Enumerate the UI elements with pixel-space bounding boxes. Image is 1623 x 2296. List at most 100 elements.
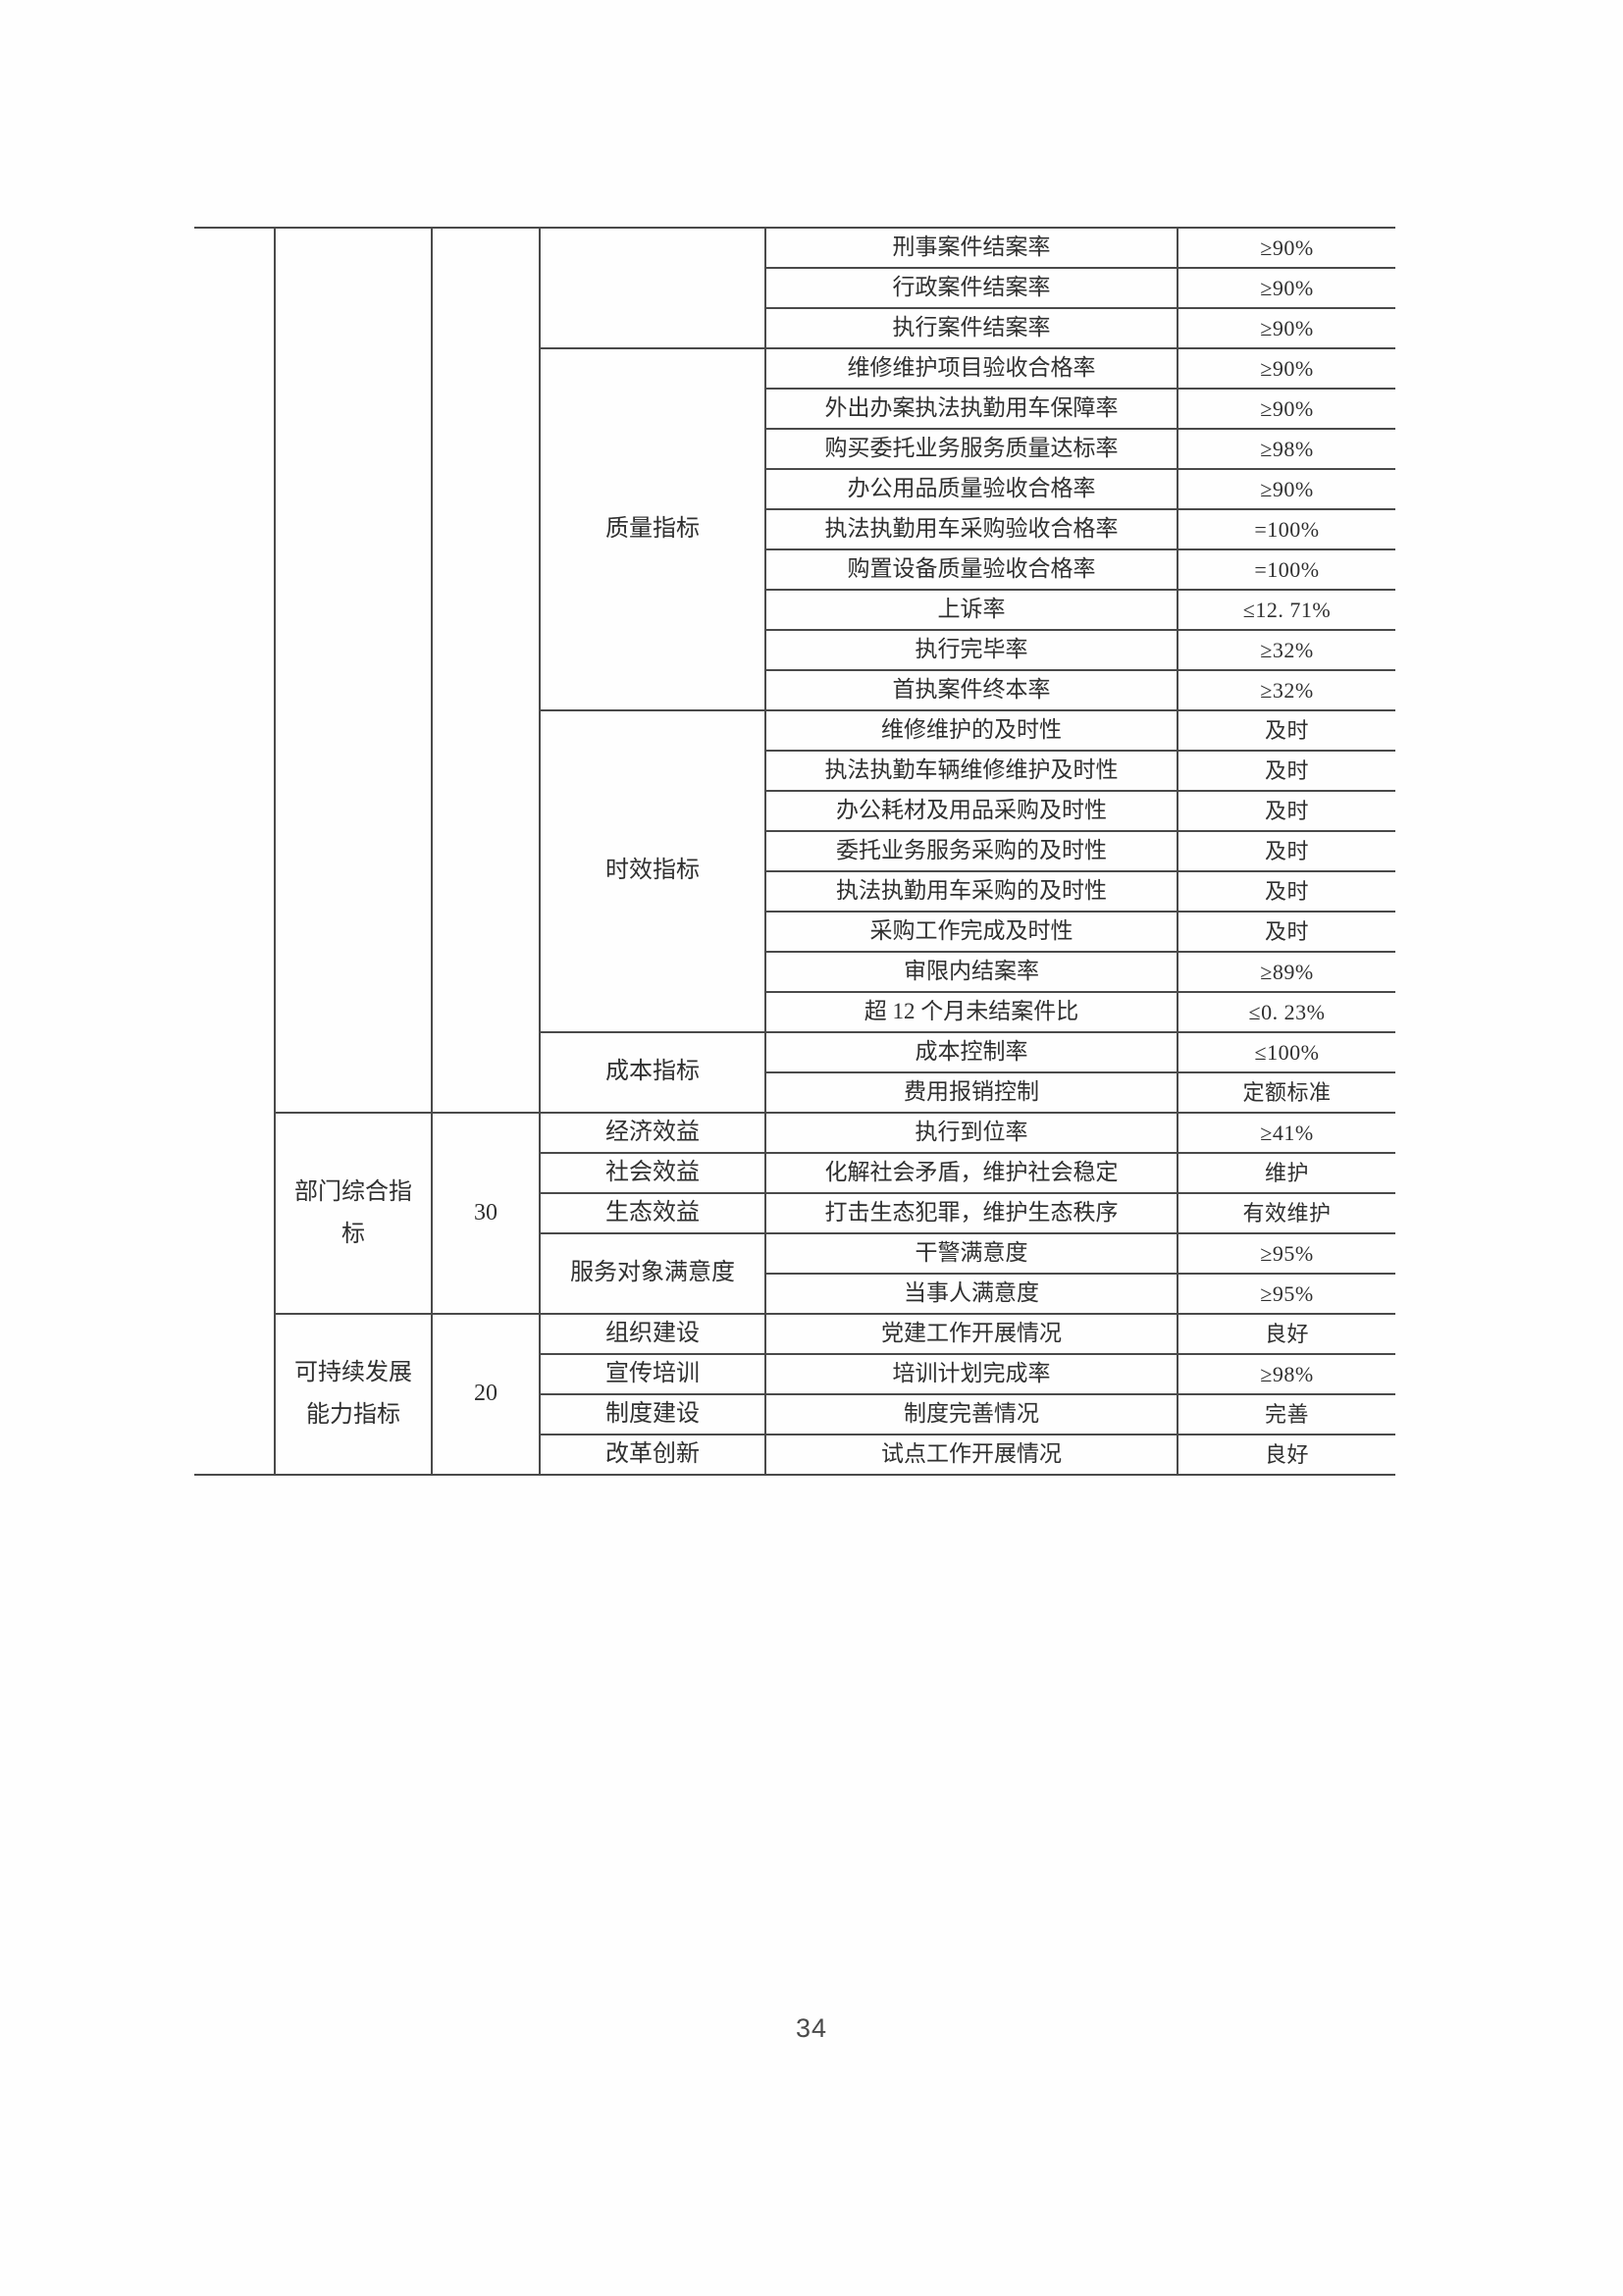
level3-indicator-cell: 办公耗材及用品采购及时性 bbox=[764, 790, 1178, 832]
level3-indicator-cell: 执行到位率 bbox=[764, 1112, 1178, 1154]
level1-indicator-cell bbox=[274, 227, 433, 1114]
level1-indicator-cell: 可持续发展能力指标 bbox=[274, 1313, 433, 1476]
indicator-value-cell: 及时 bbox=[1177, 709, 1395, 752]
level3-indicator-cell: 打击生态犯罪，维护生态秩序 bbox=[764, 1192, 1178, 1234]
indicator-value-cell: ≥95% bbox=[1177, 1273, 1395, 1315]
level3-indicator-cell: 试点工作开展情况 bbox=[764, 1434, 1178, 1476]
weight-cell: 20 bbox=[431, 1313, 541, 1476]
table-row: 执法执勤车辆维修维护及时性 及时 bbox=[194, 750, 1395, 792]
indicator-value-cell: ≤12. 71% bbox=[1177, 589, 1395, 631]
level2-indicator-cell: 宣传培训 bbox=[539, 1353, 766, 1395]
level3-indicator-cell: 干警满意度 bbox=[764, 1232, 1178, 1275]
indicator-value-cell: ≥90% bbox=[1177, 347, 1395, 390]
indicator-value-cell: 及时 bbox=[1177, 870, 1395, 913]
table-row: 执法执勤用车采购的及时性 及时 bbox=[194, 870, 1395, 913]
table-row: 时效指标 维修维护的及时性 及时 bbox=[194, 709, 1395, 1033]
indicator-value-cell: ≥98% bbox=[1177, 1353, 1395, 1395]
level2-indicator-cell: 质量指标 bbox=[539, 347, 766, 711]
level2-indicator-cell: 经济效益 bbox=[539, 1112, 766, 1154]
indicator-value-cell: 及时 bbox=[1177, 911, 1395, 953]
table-row: 改革创新 试点工作开展情况 良好 bbox=[194, 1434, 1395, 1476]
performance-indicator-table: 刑事案件结案率 ≥90% 行政案件结案率 ≥90% 执行案件结案率 ≥90% 质量指标 维修维… bbox=[194, 227, 1395, 1476]
indicator-value-cell: ≥90% bbox=[1177, 227, 1395, 269]
level3-indicator-cell: 购买委托业务服务质量达标率 bbox=[764, 428, 1178, 470]
indicator-value-cell: 定额标准 bbox=[1177, 1071, 1395, 1114]
table-row: 办公用品质量验收合格率 ≥90% bbox=[194, 468, 1395, 510]
level3-indicator-cell: 采购工作完成及时性 bbox=[764, 911, 1178, 953]
level3-indicator-cell: 刑事案件结案率 bbox=[764, 227, 1178, 269]
level2-indicator-cell: 组织建设 bbox=[539, 1313, 766, 1355]
level3-indicator-cell: 执法执勤用车采购的及时性 bbox=[764, 870, 1178, 913]
indicator-value-cell: ≥90% bbox=[1177, 267, 1395, 309]
table-row: 行政案件结案率 ≥90% bbox=[194, 267, 1395, 309]
level2-indicator-cell: 服务对象满意度 bbox=[539, 1232, 766, 1315]
level3-indicator-cell: 执法执勤车辆维修维护及时性 bbox=[764, 750, 1178, 792]
table-row: 采购工作完成及时性 及时 bbox=[194, 911, 1395, 953]
indicator-value-cell: 良好 bbox=[1177, 1313, 1395, 1355]
indicator-value-cell: =100% bbox=[1177, 508, 1395, 550]
indicator-value-cell: 及时 bbox=[1177, 750, 1395, 792]
level2-indicator-cell bbox=[539, 227, 766, 349]
table-row: 执法执勤用车采购验收合格率 =100% bbox=[194, 508, 1395, 550]
level3-indicator-cell: 制度完善情况 bbox=[764, 1393, 1178, 1435]
level1-spacer-cell bbox=[194, 227, 276, 1476]
table-row: 成本指标 成本控制率 ≤100% bbox=[194, 1031, 1395, 1114]
performance-indicator-table-body: 刑事案件结案率 ≥90% 行政案件结案率 ≥90% 执行案件结案率 ≥90% 质量指标 维修维… bbox=[194, 227, 1395, 1476]
level3-indicator-cell: 维修维护的及时性 bbox=[764, 709, 1178, 752]
level3-indicator-cell: 党建工作开展情况 bbox=[764, 1313, 1178, 1355]
table-row: 执行完毕率 ≥32% bbox=[194, 629, 1395, 671]
table-row: 刑事案件结案率 ≥90% bbox=[194, 227, 1395, 1476]
indicator-value-cell: ≥90% bbox=[1177, 388, 1395, 430]
level2-indicator-cell: 时效指标 bbox=[539, 709, 766, 1033]
indicator-value-cell: ≥90% bbox=[1177, 307, 1395, 349]
level3-indicator-cell: 培训计划完成率 bbox=[764, 1353, 1178, 1395]
indicator-value-cell: ≥89% bbox=[1177, 951, 1395, 993]
indicator-value-cell: ≥32% bbox=[1177, 629, 1395, 671]
level3-indicator-cell: 委托业务服务采购的及时性 bbox=[764, 830, 1178, 872]
level3-indicator-cell: 行政案件结案率 bbox=[764, 267, 1178, 309]
level3-indicator-cell: 购置设备质量验收合格率 bbox=[764, 548, 1178, 591]
level2-indicator-cell: 制度建设 bbox=[539, 1393, 766, 1435]
indicator-value-cell: 维护 bbox=[1177, 1152, 1395, 1194]
level3-indicator-cell: 维修维护项目验收合格率 bbox=[764, 347, 1178, 390]
table-row: 外出办案执法执勤用车保障率 ≥90% bbox=[194, 388, 1395, 430]
table-row: 超 12 个月未结案件比 ≤0. 23% bbox=[194, 991, 1395, 1033]
table-row: 办公耗材及用品采购及时性 及时 bbox=[194, 790, 1395, 832]
page-number: 34 bbox=[795, 2013, 828, 2043]
weight-cell: 30 bbox=[431, 1112, 541, 1315]
level2-indicator-cell: 成本指标 bbox=[539, 1031, 766, 1114]
indicator-value-cell: 及时 bbox=[1177, 830, 1395, 872]
level3-indicator-cell: 办公用品质量验收合格率 bbox=[764, 468, 1178, 510]
table-row: 服务对象满意度 干警满意度 ≥95% bbox=[194, 1232, 1395, 1315]
table-row: 费用报销控制 定额标准 bbox=[194, 1071, 1395, 1114]
table-row: 部门综合指标 30 经济效益 执行到位率 ≥41% bbox=[194, 1112, 1395, 1315]
table-row: 当事人满意度 ≥95% bbox=[194, 1273, 1395, 1315]
table-row: 制度建设 制度完善情况 完善 bbox=[194, 1393, 1395, 1435]
level2-indicator-cell: 改革创新 bbox=[539, 1434, 766, 1476]
level3-indicator-cell: 审限内结案率 bbox=[764, 951, 1178, 993]
table-row: 审限内结案率 ≥89% bbox=[194, 951, 1395, 993]
level3-indicator-cell: 当事人满意度 bbox=[764, 1273, 1178, 1315]
indicator-value-cell: ≥41% bbox=[1177, 1112, 1395, 1154]
level2-indicator-cell: 生态效益 bbox=[539, 1192, 766, 1234]
table-row: 可持续发展能力指标 20 组织建设 党建工作开展情况 良好 bbox=[194, 1313, 1395, 1476]
indicator-value-cell: 完善 bbox=[1177, 1393, 1395, 1435]
indicator-value-cell: ≥32% bbox=[1177, 669, 1395, 711]
level3-indicator-cell: 执行完毕率 bbox=[764, 629, 1178, 671]
table-row: 生态效益 打击生态犯罪，维护生态秩序 有效维护 bbox=[194, 1192, 1395, 1234]
level3-indicator-cell: 超 12 个月未结案件比 bbox=[764, 991, 1178, 1033]
level2-indicator-cell: 社会效益 bbox=[539, 1152, 766, 1194]
indicator-value-cell: =100% bbox=[1177, 548, 1395, 591]
table-row: 质量指标 维修维护项目验收合格率 ≥90% bbox=[194, 347, 1395, 711]
level3-indicator-cell: 化解社会矛盾，维护社会稳定 bbox=[764, 1152, 1178, 1194]
weight-cell bbox=[431, 227, 541, 1114]
table-row: 宣传培训 培训计划完成率 ≥98% bbox=[194, 1353, 1395, 1395]
indicator-value-cell: 有效维护 bbox=[1177, 1192, 1395, 1234]
indicator-value-cell: ≥98% bbox=[1177, 428, 1395, 470]
indicator-value-cell: ≥90% bbox=[1177, 468, 1395, 510]
table-row: 首执案件终本率 ≥32% bbox=[194, 669, 1395, 711]
table-row: 执行案件结案率 ≥90% bbox=[194, 307, 1395, 349]
indicator-value-cell: ≤100% bbox=[1177, 1031, 1395, 1073]
indicator-value-cell: 良好 bbox=[1177, 1434, 1395, 1476]
